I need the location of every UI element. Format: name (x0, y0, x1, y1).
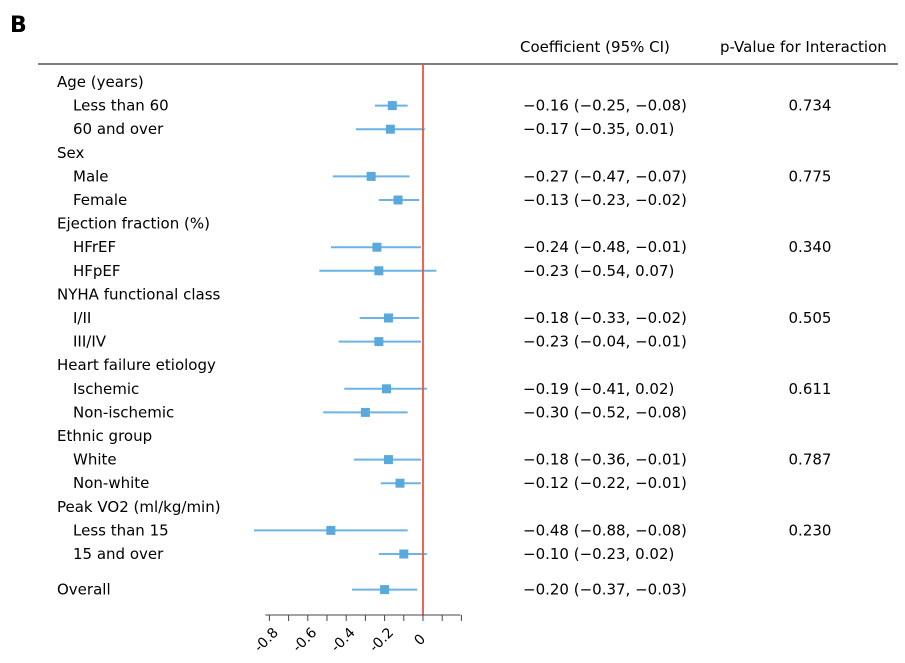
group-label: Age (years) (57, 73, 144, 91)
estimate-marker (372, 242, 382, 252)
coefficient-value: −0.23 (−0.54, 0.07) (523, 262, 674, 280)
estimate-marker (366, 171, 376, 181)
x-tick-label: -0.8 (251, 625, 282, 656)
coefficient-value: −0.16 (−0.25, −0.08) (523, 97, 687, 115)
subgroup-label: Less than 60 (73, 97, 169, 115)
estimate-marker (383, 313, 393, 323)
coefficient-value: −0.10 (−0.23, 0.02) (523, 545, 674, 563)
subgroup-label: 60 and over (73, 120, 164, 138)
estimate-marker (393, 195, 403, 205)
coefficient-value: −0.48 (−0.88, −0.08) (523, 521, 687, 539)
estimate-marker (374, 337, 384, 347)
group-label: Ethnic group (57, 427, 152, 445)
estimate-marker (395, 478, 405, 488)
subgroup-label: Male (73, 167, 109, 185)
p-value: 0.787 (789, 451, 832, 469)
subgroup-label: Non-white (73, 474, 149, 492)
subgroup-label: HFpEF (73, 262, 121, 280)
group-label: Sex (57, 144, 84, 162)
estimate-marker (385, 124, 395, 134)
group-label: Peak VO2 (ml/kg/min) (57, 498, 221, 516)
subgroup-label: Non-ischemic (73, 403, 174, 421)
x-axis: -0.8 -0.6 -0.4 -0.2 0 (251, 614, 462, 656)
panel-label: B (10, 13, 27, 38)
subgroup-label: III/IV (73, 333, 107, 351)
subgroup-label: Ischemic (73, 380, 139, 398)
overall-coefficient-value: −0.20 (−0.37, −0.03) (523, 581, 687, 599)
x-tick-label: -0.4 (328, 625, 359, 656)
p-value: 0.340 (789, 238, 832, 256)
coefficient-value: −0.30 (−0.52, −0.08) (523, 403, 687, 421)
estimate-marker (360, 407, 370, 417)
p-value: 0.505 (789, 309, 832, 327)
subgroup-label: Female (73, 191, 127, 209)
overall-label: Overall (57, 581, 111, 599)
p-value-header: p-Value for Interaction (720, 38, 887, 56)
estimate-marker (387, 101, 397, 111)
forest-rows: Age (years) Less than 60 −0.16 (−0.25, −0.… (57, 64, 831, 615)
subgroup-label: White (73, 451, 117, 469)
subgroup-label: I/II (73, 309, 91, 327)
estimate-marker (383, 455, 393, 465)
overall-estimate-marker (380, 585, 390, 595)
estimate-marker (374, 266, 384, 276)
p-value: 0.230 (789, 521, 832, 539)
x-tick-label: -0.6 (290, 625, 321, 656)
coefficient-value: −0.19 (−0.41, 0.02) (523, 380, 674, 398)
group-label: NYHA functional class (57, 285, 221, 303)
coefficient-value: −0.17 (−0.35, 0.01) (523, 120, 674, 138)
group-label: Heart failure etiology (57, 356, 216, 374)
group-label: Ejection fraction (%) (57, 215, 210, 233)
estimate-marker (382, 384, 392, 394)
p-value: 0.611 (789, 380, 832, 398)
subgroup-label: HFrEF (73, 238, 116, 256)
coefficient-value: −0.23 (−0.04, −0.01) (523, 333, 687, 351)
coefficient-value: −0.12 (−0.22, −0.01) (523, 474, 687, 492)
coefficient-header: Coefficient (95% CI) (520, 38, 670, 56)
p-value: 0.775 (789, 167, 832, 185)
p-value: 0.734 (789, 97, 832, 115)
subgroup-label: Less than 15 (73, 521, 169, 539)
coefficient-value: −0.24 (−0.48, −0.01) (523, 238, 687, 256)
coefficient-value: −0.18 (−0.33, −0.02) (523, 309, 687, 327)
coefficient-value: −0.18 (−0.36, −0.01) (523, 451, 687, 469)
x-tick-label: -0.2 (366, 625, 397, 656)
estimate-marker (326, 525, 336, 535)
subgroup-label: 15 and over (73, 545, 164, 563)
coefficient-value: −0.13 (−0.23, −0.02) (523, 191, 687, 209)
x-tick-label: 0 (411, 631, 429, 649)
estimate-marker (399, 549, 409, 559)
coefficient-value: −0.27 (−0.47, −0.07) (523, 167, 687, 185)
